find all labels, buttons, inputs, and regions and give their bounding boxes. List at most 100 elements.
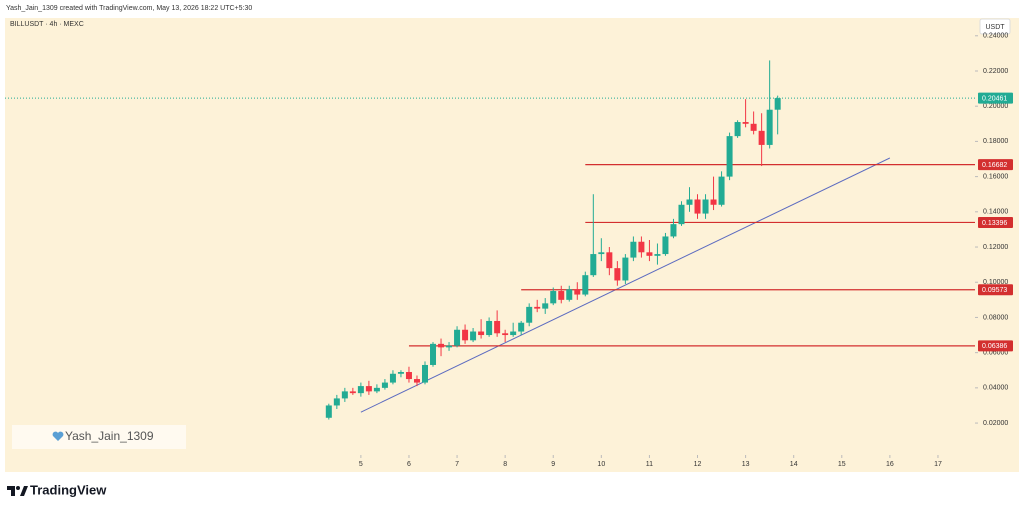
candle-body [670, 224, 677, 237]
candle-body [550, 291, 557, 304]
candle-body [598, 252, 605, 255]
candle-body [421, 364, 428, 383]
candle-body [710, 199, 717, 205]
candle-body [405, 372, 412, 380]
candle-body [574, 289, 581, 295]
candle-body [446, 345, 453, 348]
candle-body [373, 387, 380, 392]
symbol-title: BILLUSDT · 4h · MEXC [10, 21, 84, 28]
candle-body [566, 289, 573, 300]
candle-body [702, 199, 709, 214]
y-tick-label: 0.02000 [983, 420, 1008, 427]
x-tick-label: 7 [455, 461, 459, 468]
watermark: Yash_Jain_1309 [65, 429, 154, 443]
brand-logo [7, 486, 28, 496]
candle-body [542, 303, 549, 309]
level-label: 0.06386 [982, 343, 1007, 350]
candle-body [678, 204, 685, 225]
x-tick-label: 14 [790, 461, 798, 468]
candle-body [646, 252, 653, 256]
x-tick-label: 13 [742, 461, 750, 468]
candle-body [486, 320, 493, 336]
candle-body [494, 320, 501, 334]
currency: USDT [985, 24, 1005, 31]
candle-body [470, 331, 477, 341]
candle-body [430, 343, 437, 365]
candle-body [454, 329, 461, 346]
level-label: 0.09573 [982, 287, 1007, 294]
x-tick-label: 17 [934, 461, 942, 468]
y-tick-label: 0.04000 [983, 385, 1008, 392]
level-label-box [978, 284, 1013, 296]
header: Yash_Jain_1309 created with TradingView.… [6, 5, 252, 12]
x-tick-label: 5 [359, 461, 363, 468]
candle-body [774, 98, 781, 110]
candle-body [622, 257, 629, 281]
candle-body [462, 329, 469, 341]
y-tick-label: 0.14000 [983, 209, 1008, 216]
candle-body [734, 122, 741, 137]
candle-body [614, 268, 621, 281]
y-tick-label: 0.22000 [983, 68, 1008, 75]
candle-body [662, 236, 669, 255]
candle-body [502, 333, 509, 336]
watermark-box [12, 425, 186, 449]
y-tick-label: 0.08000 [983, 314, 1008, 321]
candle-body [381, 382, 388, 388]
level-label: 0.13396 [982, 220, 1007, 227]
candle-body [558, 291, 565, 300]
last-price-label: 0.20461 [982, 95, 1007, 102]
x-tick-label: 16 [886, 461, 894, 468]
y-tick-label: 0.20000 [983, 103, 1008, 110]
y-tick-label: 0.18000 [983, 138, 1008, 145]
candle-body [357, 386, 364, 394]
y-tick-label: 0.06000 [983, 349, 1008, 356]
candle-body [686, 199, 693, 205]
currency-box [979, 18, 1011, 35]
brand: TradingView [30, 482, 107, 497]
last-price-box [978, 92, 1013, 104]
candle-body [510, 331, 517, 336]
x-tick-label: 8 [503, 461, 507, 468]
candle-body [389, 373, 396, 383]
candle-body [341, 391, 348, 399]
candle-body [638, 241, 645, 253]
x-tick-label: 10 [597, 461, 605, 468]
level-label-box [978, 159, 1013, 171]
x-tick-label: 15 [838, 461, 846, 468]
candle-body [349, 391, 356, 394]
candle-body [654, 254, 661, 256]
y-tick-label: 0.10000 [983, 279, 1008, 286]
candle-body [718, 176, 725, 205]
x-tick-label: 11 [646, 461, 653, 468]
candle-body [582, 275, 589, 295]
candle-body [750, 123, 757, 131]
x-tick-label: 12 [694, 461, 702, 468]
candle-body [726, 136, 733, 177]
candle-body [518, 322, 525, 332]
trendline [360, 157, 891, 413]
candle-body [478, 331, 485, 336]
candle-body [397, 372, 404, 374]
candle-body [590, 254, 597, 276]
level-label: 0.16682 [982, 162, 1007, 169]
y-tick-label: 0.16000 [983, 173, 1008, 180]
heart-icon [52, 431, 64, 441]
candle-body [742, 122, 749, 124]
candle-body [766, 109, 773, 145]
level-label-box [978, 216, 1013, 228]
y-tick-label: 0.24000 [983, 33, 1008, 40]
candle-body [526, 306, 533, 323]
level-label-box [978, 340, 1013, 352]
candle-body [325, 405, 332, 418]
candle-body [758, 130, 765, 145]
candle-body [333, 398, 340, 406]
candle-body [365, 386, 372, 392]
candle-body [630, 241, 637, 258]
chart-background [5, 18, 1019, 472]
candle-body [413, 379, 420, 383]
candle-body [534, 306, 541, 309]
y-tick-label: 0.12000 [983, 244, 1008, 251]
